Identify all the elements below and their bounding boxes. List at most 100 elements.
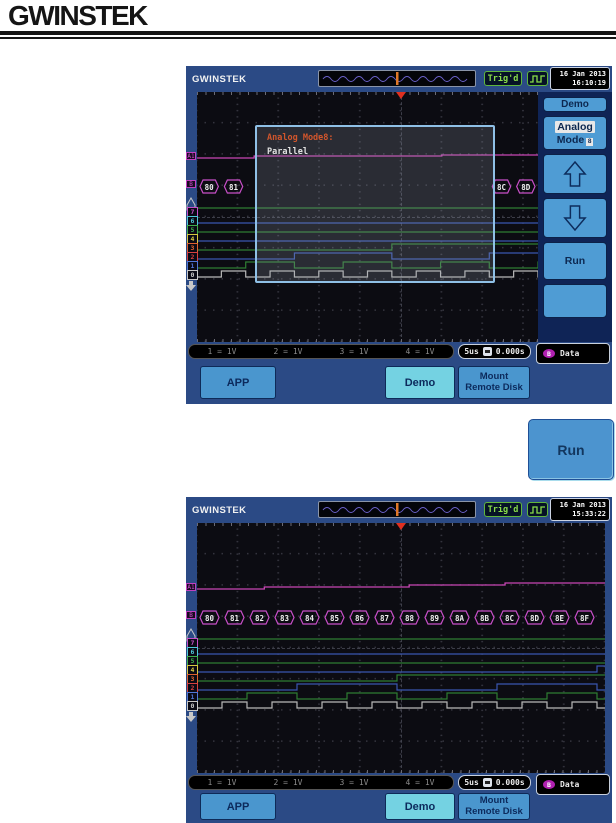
- trigger-edge-icon: [527, 502, 548, 517]
- bus-segment: [499, 610, 520, 625]
- digital-trace-d2: [197, 683, 605, 691]
- bottom-button-demo[interactable]: Demo: [385, 793, 455, 820]
- gwinstek-logo: GWINSTEK: [8, 0, 148, 31]
- bus-segment: [324, 610, 345, 625]
- horizontal-window-icon: [482, 347, 492, 356]
- bus-value: 88: [405, 614, 415, 623]
- bus-value: 80: [205, 183, 215, 192]
- header-rule-thick: [0, 31, 616, 35]
- trigger-status-badge: Trig'd: [484, 71, 522, 86]
- trigger-edge-icon: [527, 71, 548, 86]
- waveform-preview-bar: [318, 501, 476, 518]
- bus-status-text: Data: [560, 780, 580, 789]
- bus-segment: [249, 610, 270, 625]
- scope-brand-logo: GWINSTEK: [192, 505, 247, 516]
- bus-value: 89: [430, 614, 440, 623]
- bus-value: 8D: [530, 614, 540, 623]
- bus-value: 84: [305, 614, 315, 623]
- bus-segment: [424, 610, 445, 625]
- bus-value: 8A: [455, 614, 465, 623]
- bus-value: 81: [229, 183, 239, 192]
- bottom-button-app[interactable]: APP: [200, 366, 276, 399]
- time-ruler-bottom: [197, 770, 605, 773]
- analog-mode-dialog: Analog Mode8: Parallel: [255, 125, 495, 283]
- menu-item-arrow-up-icon[interactable]: [543, 154, 607, 194]
- bus-value: 8C: [505, 614, 514, 623]
- analog-bus-label: A1: [186, 152, 196, 160]
- bus-channel-label: B: [186, 180, 196, 188]
- time-ruler-bottom: [197, 339, 605, 342]
- bottom-button-mount-remote-disk[interactable]: Mount Remote Disk: [458, 366, 530, 399]
- menu-item-blank[interactable]: Analog Mode 8: [543, 116, 607, 150]
- analog-trace: [197, 154, 605, 159]
- trigger-position-marker: [396, 523, 406, 530]
- bus-segment: [199, 179, 220, 194]
- channel-status-bar: 1 = 1V 2 = 1V 3 = 1V 4 = 1V: [188, 775, 454, 790]
- grid-center-horizontal: [197, 217, 605, 218]
- bus-segment: [374, 610, 395, 625]
- bus-value: 85: [330, 614, 339, 623]
- trigger-position-marker: [396, 92, 406, 99]
- digital-trace-d1: [197, 692, 605, 700]
- menu-item-demo[interactable]: Demo: [543, 97, 607, 112]
- bus-value: 81: [230, 614, 240, 623]
- bus-badge: B: [543, 349, 555, 358]
- screen-right-border: [605, 523, 612, 773]
- timebase-status: 5us 0.000s: [458, 775, 531, 790]
- horizontal-window-icon: [482, 778, 492, 787]
- waveform-preview-bar: [318, 70, 476, 87]
- bottom-button-app[interactable]: APP: [200, 793, 276, 820]
- bus-segment: [574, 610, 595, 625]
- bus-value: 8E: [555, 614, 565, 623]
- preview-waveform-icon: [322, 72, 468, 85]
- preview-waveform-icon: [322, 503, 468, 516]
- status-and-buttons: 1 = 1V 2 = 1V 3 = 1V 4 = 1V 5us 0.000s B Da…: [186, 773, 612, 823]
- waveforms: 80 81 82 83 84 85 86 87 88 89 8A 8B 8C 8D 8E 8F: [197, 582, 605, 709]
- channel-status: 3 = 1V: [339, 347, 369, 356]
- bus-value: 8D: [521, 183, 531, 192]
- analog-bus-label: A1: [186, 583, 196, 591]
- bus-value: 8F: [580, 614, 590, 623]
- time-text: 15:33:22: [572, 510, 606, 518]
- digital-trace-d3: [197, 674, 605, 682]
- timebase-status: 5us 0.000s: [458, 344, 531, 359]
- soft-menu: Demo Analog Mode 8 Run: [538, 92, 612, 342]
- graticule: 80 81 8C 8D Analog Mode8: Parallel: [197, 92, 605, 342]
- bus-segment: [224, 610, 245, 625]
- bus-segment: [524, 610, 545, 625]
- bus-segment: [223, 179, 244, 194]
- bus-status: B Data: [536, 774, 610, 795]
- bus-value: 86: [355, 614, 365, 623]
- time-text: 16:10:19: [572, 79, 606, 87]
- arrow-down-icon: [563, 205, 587, 232]
- bus-value: 80: [205, 614, 215, 623]
- channel-status: 1 = 1V: [207, 778, 237, 787]
- date-text: 16 Jan 2013: [559, 501, 606, 509]
- bus-segment: [274, 610, 295, 625]
- trigger-channel-icon: [186, 281, 196, 291]
- digital-channel-label-d0: 0: [187, 701, 198, 711]
- oscilloscope-screenshot-2: GWINSTEK Trig'd 16 Jan 2013 15:33:22 A1 …: [186, 497, 612, 823]
- bus-segment: [491, 179, 512, 194]
- timebase-value: 5us: [464, 778, 479, 787]
- graticule: 80 81 82 83 84 85 86 87 88 89 8A 8B 8C 8D 8E 8F: [197, 523, 605, 773]
- bus-segment: [399, 610, 420, 625]
- bus-segment: [549, 610, 570, 625]
- digital-channel-label-d0: 0: [187, 270, 198, 280]
- scope-header: GWINSTEK Trig'd 16 Jan 2013 16:10:19: [186, 66, 612, 92]
- bus-segment: [299, 610, 320, 625]
- bottom-button-demo[interactable]: Demo: [385, 366, 455, 399]
- channel-status: 3 = 1V: [339, 778, 369, 787]
- menu-item-run[interactable]: Run: [543, 242, 607, 280]
- scope-display: A1 B 80 81 8C 8D Analog Mode8: Parallel Dem…: [186, 92, 612, 342]
- grid-center-horizontal: [197, 648, 605, 649]
- horizontal-position-value: 0.000s: [495, 778, 525, 787]
- bottom-button-mount-remote-disk[interactable]: Mount Remote Disk: [458, 793, 530, 820]
- menu-item-arrow-down-icon[interactable]: [543, 198, 607, 238]
- date-text: 16 Jan 2013: [559, 70, 606, 78]
- oscilloscope-screenshot-1: GWINSTEK Trig'd 16 Jan 2013 16:10:19 A1 …: [186, 66, 612, 404]
- datetime-display: 16 Jan 2013 16:10:19: [550, 67, 610, 90]
- horizontal-position-value: 0.000s: [495, 347, 525, 356]
- run-key-button[interactable]: Run: [528, 419, 614, 480]
